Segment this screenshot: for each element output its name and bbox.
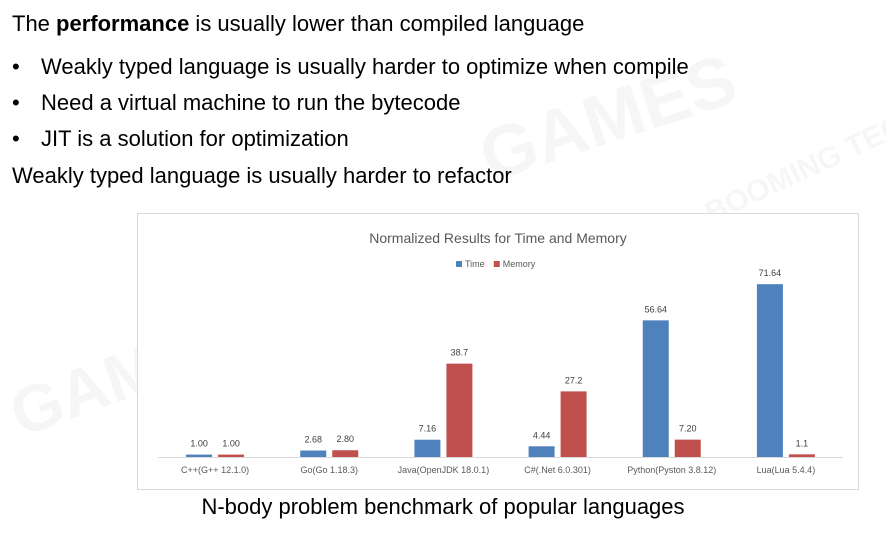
bullet-text-2: Need a virtual machine to run the byteco… xyxy=(41,90,461,115)
legend-swatch-time xyxy=(456,261,462,267)
line1-bold: performance xyxy=(56,11,190,36)
category-label-5: Lua(Lua 5.4.4) xyxy=(757,465,816,475)
category-label-0: C++(G++ 12.1.0) xyxy=(181,465,249,475)
performance-heading: The performance is usually lower than co… xyxy=(12,10,584,38)
bar-time-2 xyxy=(414,439,441,457)
bar-time-5 xyxy=(756,284,783,457)
bullet-text-1: Weakly typed language is usually harder … xyxy=(41,54,689,79)
bullet-text-3: JIT is a solution for optimization xyxy=(41,126,349,151)
data-label-time-1: 2.68 xyxy=(304,435,322,445)
bullet-icon: • xyxy=(12,90,20,115)
data-label-time-5: 71.64 xyxy=(759,268,782,278)
data-label-memory-2: 38.7 xyxy=(451,348,469,358)
bullet-item-2: • Need a virtual machine to run the bytec… xyxy=(12,89,460,117)
data-label-memory-0: 1.00 xyxy=(222,439,240,449)
category-label-4: Python(Pyston 3.8.12) xyxy=(627,465,716,475)
category-label-2: Java(OpenJDK 18.0.1) xyxy=(398,465,490,475)
line1-after: is usually lower than compiled language xyxy=(189,11,585,36)
data-label-memory-3: 27.2 xyxy=(565,375,583,385)
legend-label-memory: Memory xyxy=(503,259,536,269)
legend-label-time: Time xyxy=(465,259,485,269)
refactor-line: Weakly typed language is usually harder … xyxy=(12,163,512,188)
bar-time-4 xyxy=(642,320,669,457)
bullet-icon: • xyxy=(12,54,20,79)
legend-swatch-memory xyxy=(493,261,500,267)
bar-memory-4 xyxy=(674,439,701,457)
bar-time-0 xyxy=(186,454,213,457)
data-label-memory-5: 1.1 xyxy=(796,438,809,448)
category-label-1: Go(Go 1.18.3) xyxy=(300,465,358,475)
line1-before: The xyxy=(12,11,57,36)
bar-time-1 xyxy=(300,450,327,457)
benchmark-chart-svg: Normalized Results for Time and Memory Ti… xyxy=(158,230,843,475)
data-label-memory-4: 7.20 xyxy=(679,424,697,434)
bullet-icon: • xyxy=(12,126,20,151)
bar-memory-3 xyxy=(560,391,587,457)
data-label-time-0: 1.00 xyxy=(190,439,208,449)
benchmark-chart: Normalized Results for Time and Memory Ti… xyxy=(137,213,859,490)
bar-memory-2 xyxy=(446,363,473,457)
bar-memory-5 xyxy=(788,454,815,457)
data-label-time-4: 56.64 xyxy=(644,304,667,314)
bar-time-3 xyxy=(528,446,555,457)
watermark-booming-tech: BOOMING TECH xyxy=(700,100,886,231)
data-label-time-3: 4.44 xyxy=(533,430,551,440)
bar-memory-0 xyxy=(218,454,245,457)
category-label-3: C#(.Net 6.0.301) xyxy=(524,465,591,475)
bar-memory-1 xyxy=(332,450,359,457)
bullet-item-3: • JIT is a solution for optimization xyxy=(12,125,349,153)
data-label-memory-1: 2.80 xyxy=(336,434,354,444)
data-label-time-2: 7.16 xyxy=(419,424,437,434)
chart-caption: N-body problem benchmark of popular lang… xyxy=(201,494,685,519)
chart-title: Normalized Results for Time and Memory xyxy=(369,230,627,246)
bullet-item-1: • Weakly typed language is usually harder… xyxy=(12,53,689,81)
